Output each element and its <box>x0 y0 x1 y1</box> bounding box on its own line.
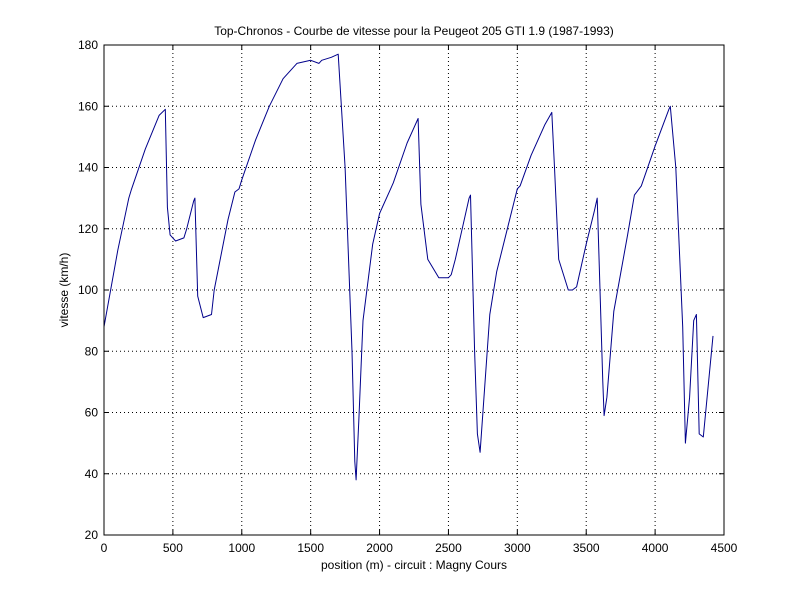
y-tick-label: 160 <box>78 99 98 113</box>
y-tick-label: 100 <box>78 283 98 297</box>
x-axis-label: position (m) - circuit : Magny Cours <box>321 558 507 572</box>
x-tick-label: 2500 <box>435 541 462 555</box>
y-tick-label: 20 <box>85 528 99 542</box>
x-tick-label: 2000 <box>366 541 393 555</box>
y-tick-label: 40 <box>85 467 99 481</box>
y-tick-label: 140 <box>78 161 98 175</box>
axis-ticks: 0 500 1000 1500 2000 2500 3000 3500 4000 4500 20 40… <box>78 38 738 555</box>
y-tick-label: 120 <box>78 222 98 236</box>
x-tick-label: 3500 <box>573 541 600 555</box>
y-tick-label: 60 <box>85 406 99 420</box>
grid-lines <box>104 45 724 535</box>
x-tick-label: 500 <box>163 541 183 555</box>
x-tick-label: 4000 <box>642 541 669 555</box>
x-tick-label: 0 <box>101 541 108 555</box>
x-tick-label: 3000 <box>504 541 531 555</box>
y-tick-label: 180 <box>78 38 98 52</box>
x-tick-label: 1000 <box>228 541 255 555</box>
x-tick-label: 4500 <box>711 541 738 555</box>
y-tick-label: 80 <box>85 344 99 358</box>
chart-title: Top-Chronos - Courbe de vitesse pour la … <box>214 24 614 38</box>
speed-series-line <box>103 53 714 481</box>
x-tick-label: 1500 <box>297 541 324 555</box>
y-axis-label: vitesse (km/h) <box>57 253 71 328</box>
